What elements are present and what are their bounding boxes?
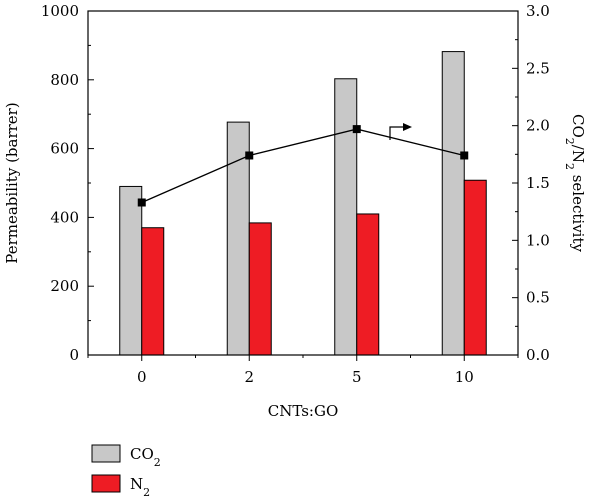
x-tick-label: 5	[352, 368, 362, 386]
x-tick-label: 2	[244, 368, 254, 386]
x-axis: 0 2 5 10	[87, 355, 519, 386]
legend-label-n2: N2	[130, 475, 150, 497]
selectivity-point-5	[352, 125, 361, 134]
y-tick-label: 0	[69, 346, 79, 364]
x-axis-title: CNTs:GO	[268, 402, 339, 420]
x-tick-label: 10	[455, 368, 474, 386]
selectivity-point-2	[245, 151, 254, 160]
left-axis: 0 200 400 600 800 1000	[41, 2, 94, 364]
legend: CO2 N2	[91, 444, 161, 497]
selectivity-point-10	[460, 151, 469, 160]
y-axis-title: Permeability (barrer)	[3, 102, 21, 263]
y2-axis-title: CO2/N2 selectivity	[564, 114, 588, 253]
bar-n2-5	[356, 213, 380, 356]
y2-tick-label: 0.5	[526, 289, 550, 307]
bar-n2-2	[248, 222, 272, 356]
y2-tick-label: 2.5	[526, 59, 550, 77]
selectivity-line	[141, 128, 465, 204]
bars-layer	[119, 51, 487, 356]
y2-tick-label: 1.5	[526, 174, 550, 192]
legend-swatch-n2	[91, 474, 121, 493]
y2-tick-label: 3.0	[526, 2, 550, 20]
y-tick-label: 800	[50, 71, 79, 89]
bar-co2-10	[441, 51, 465, 356]
bar-n2-10	[463, 179, 487, 356]
y-tick-label: 600	[50, 140, 79, 158]
y2-tick-label: 0.0	[526, 346, 550, 364]
x-tick-label: 0	[137, 368, 147, 386]
y2-tick-label: 2.0	[526, 117, 550, 135]
selectivity-point-0	[137, 198, 146, 207]
legend-label-co2: CO2	[130, 445, 161, 469]
bar-n2-0	[141, 227, 165, 356]
y-tick-label: 1000	[41, 2, 79, 20]
selectivity-line-layer	[137, 125, 469, 207]
y-tick-label: 200	[50, 277, 79, 295]
y-tick-label: 400	[50, 208, 79, 226]
bar-co2-0	[119, 185, 143, 356]
y2-tick-label: 1.0	[526, 231, 550, 249]
legend-swatch-co2	[91, 444, 121, 463]
right-axis-indicator-arrow	[389, 123, 412, 140]
bar-co2-5	[334, 78, 358, 356]
right-axis: 0.0 0.5 1.0 1.5 2.0 2.5 3.0	[512, 2, 550, 364]
